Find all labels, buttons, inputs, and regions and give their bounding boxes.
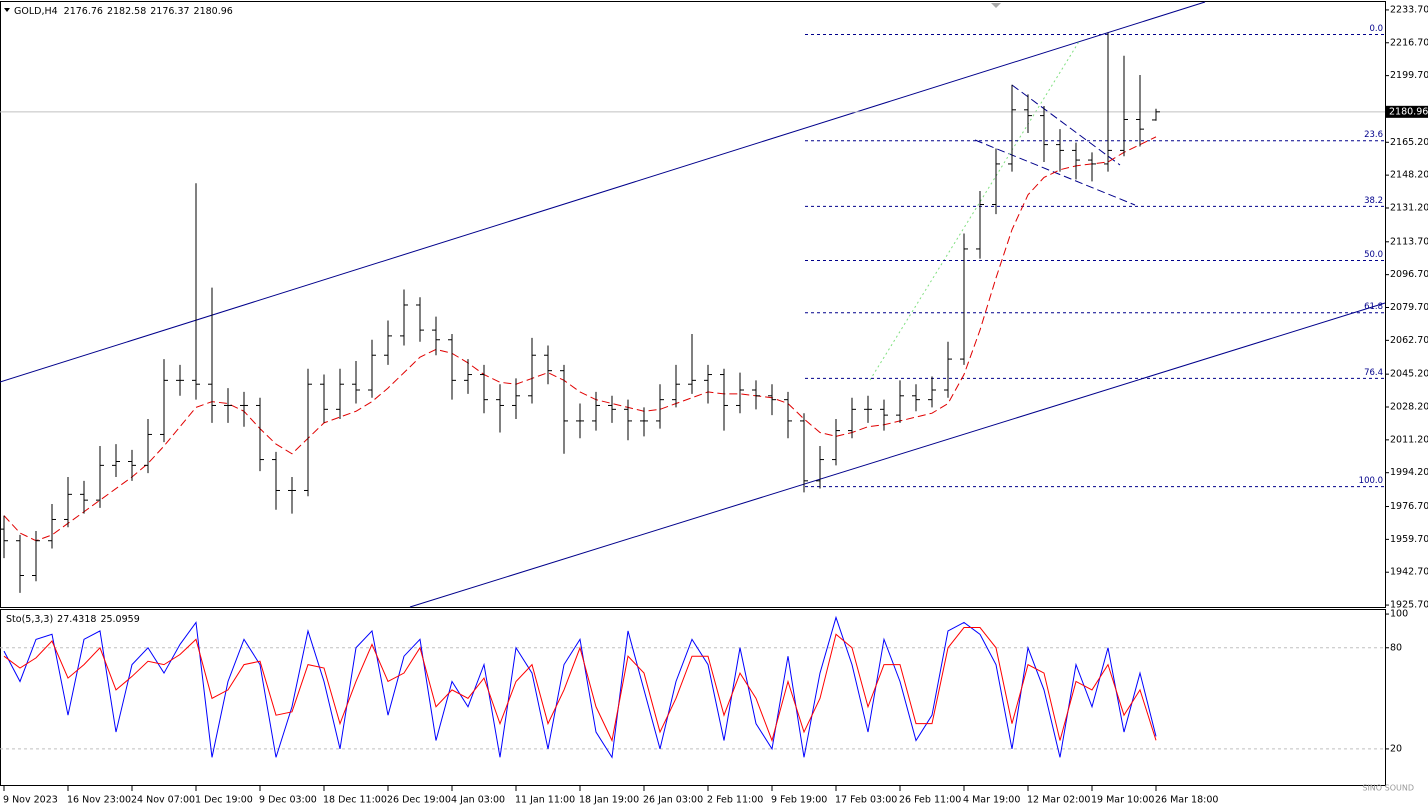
symbol: GOLD,H4 [14,6,58,17]
x-tick-label: 26 Dec 19:00 [387,795,451,806]
y-tick-label: 1925.70 [1390,600,1428,611]
y-tick-label: 2216.70 [1390,37,1428,48]
y-tick-label: 2113.70 [1390,236,1428,247]
x-tick-label: 2 Feb 11:00 [707,795,763,806]
x-tick-label: 12 Mar 02:00 [1027,795,1090,806]
y-tick-label: 2096.70 [1390,269,1428,280]
header-high: 2182.58 [107,6,146,17]
current-price-box [1386,105,1428,118]
x-tick-label: 16 Nov 23:00 [67,795,131,806]
fib-label: 50.0 [1364,250,1383,260]
x-tick-label: 4 Jan 03:00 [451,795,505,806]
x-tick-label: 1 Dec 19:00 [195,795,253,806]
wedge-upper [1011,84,1121,166]
shift-marker [991,3,1001,8]
price-panel [0,1,1386,608]
header-close: 2180.96 [194,6,233,17]
fib-trend [869,39,1081,381]
y-tick-label: 2165.20 [1390,137,1428,148]
channel-lower [409,302,1386,608]
y-tick-label: 2199.70 [1390,70,1428,81]
channel-upper [0,1,1206,383]
y-tick-label: 2028.20 [1390,402,1428,413]
stoch-panel [0,609,1386,786]
x-tick-label: 9 Nov 2023 [3,795,58,806]
current-price-label: 2180.96 [1389,106,1428,117]
stoch-line [3,627,1157,743]
watermark: SINO SOUND [1362,784,1414,793]
y-tick-label: 2233.70 [1390,4,1428,15]
stoch-main-value: 27.4318 [57,614,96,625]
fib-label: 0.0 [1369,24,1383,34]
y-tick-label: 2148.20 [1390,170,1428,181]
y-tick-label: 20 [1390,743,1402,754]
x-tick-label: 18 Dec 11:00 [323,795,387,806]
menu-arrow [4,8,10,12]
y-tick-label: 1976.70 [1390,501,1428,512]
y-tick-label: 2045.20 [1390,369,1428,380]
moving-average [3,136,1157,542]
y-tick-label: 1942.70 [1390,567,1428,578]
stoch-header: Sto(5,3,3) 27.4318 25.0959 [6,614,140,625]
x-tick-label: 9 Feb 19:00 [771,795,827,806]
x-tick-label: 26 Feb 11:00 [899,795,961,806]
fib-label: 76.4 [1364,368,1383,378]
fib-label: 23.6 [1364,130,1383,140]
x-tick-label: 26 Jan 03:00 [643,795,703,806]
x-tick-label: 4 Mar 19:00 [963,795,1020,806]
y-tick-label: 100 [1390,609,1408,620]
stoch-signal-value: 25.0959 [100,614,139,625]
header-open: 2176.76 [64,6,103,17]
y-tick-label: 1994.20 [1390,467,1428,478]
fib-label: 61.8 [1364,302,1383,312]
x-tick-label: 26 Mar 18:00 [1155,795,1218,806]
fib-label: 38.2 [1364,196,1383,206]
y-tick-label: 2079.70 [1390,302,1428,313]
y-tick-label: 1959.70 [1390,534,1428,545]
x-tick-label: 17 Feb 03:00 [835,795,897,806]
chart-header: GOLD,H4 2176.76 2182.58 2176.37 2180.96 [14,6,233,17]
stoch-title: Sto(5,3,3) [6,614,53,625]
stoch-line [3,615,1157,759]
x-tick-label: 9 Dec 03:00 [259,795,317,806]
fib-label: 100.0 [1359,476,1383,486]
y-tick-label: 80 [1390,642,1402,653]
header-low: 2176.37 [150,6,189,17]
y-tick-label: 2062.70 [1390,335,1428,346]
y-tick-label: 2131.20 [1390,202,1428,213]
y-tick-label: 2011.20 [1390,434,1428,445]
x-tick-label: 18 Jan 19:00 [579,795,639,806]
x-tick-label: 19 Mar 10:00 [1091,795,1154,806]
x-tick-label: 24 Nov 07:00 [131,795,195,806]
x-tick-label: 11 Jan 11:00 [515,795,575,806]
